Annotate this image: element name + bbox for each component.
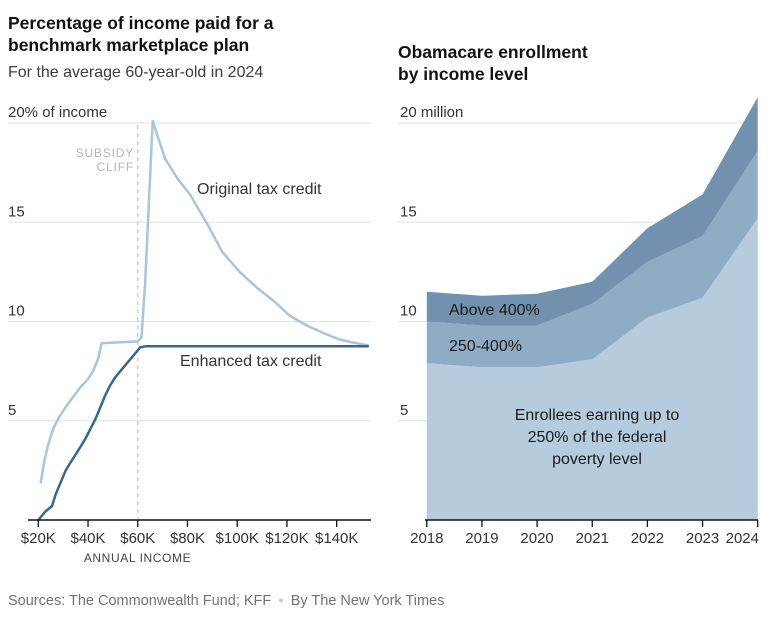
x-tick-label: 2020: [520, 530, 553, 547]
right-chart-title-line1: Obamacare enrollment: [398, 42, 588, 62]
x-axis-title: ANNUAL INCOME: [84, 551, 191, 565]
sources-text: Sources: The Commonwealth Fund; KFF: [8, 593, 272, 609]
x-tick-label: 2018: [410, 530, 443, 547]
annotation-subsidy-cliff: SUBSIDY CLIFF: [76, 146, 134, 174]
left-chart-title-line2: benchmark marketplace plan: [8, 34, 250, 55]
annotation-original-tax-credit: Original tax credit: [197, 181, 322, 198]
y-tick-label: 10: [8, 303, 25, 320]
separator-dot-icon: ●: [278, 595, 284, 605]
series-line-original-tax-credit: [39, 119, 370, 484]
y-tick-label: 15: [400, 203, 417, 220]
x-tick-label: $140K: [315, 530, 358, 547]
annotation-enrollees-up-to-250: Enrollees earning up to 250% of the feder…: [515, 407, 680, 468]
area-above-400: [426, 97, 758, 326]
annotation-above-400: Above 400%: [449, 302, 540, 319]
left-chart-title: Percentage of income paid for a benchmar…: [8, 13, 273, 56]
x-tick-label: $40K: [71, 530, 106, 547]
y-tick-label: 10: [400, 303, 417, 320]
annotation-enhanced-tax-credit: Enhanced tax credit: [180, 353, 322, 370]
y-tick-label: 20 million: [400, 104, 463, 121]
y-tick-label: 15: [8, 203, 25, 220]
x-tick-label: $20K: [21, 530, 56, 547]
x-tick-label: 2022: [631, 530, 664, 547]
right-chart-title: Obamacare enrollment by income level: [398, 42, 588, 85]
x-tick-label: 2021: [576, 530, 609, 547]
annotation-250-400: 250-400%: [449, 338, 522, 355]
x-tick-label: $100K: [216, 530, 259, 547]
x-tick-label: 2023: [686, 530, 719, 547]
series-line-enhanced-tax-credit: [37, 345, 370, 522]
footer: Sources: The Commonwealth Fund; KFF ● By T…: [8, 593, 444, 609]
area-enrollees-earning-up-to-250-of-the-federal-poverty-level: [426, 218, 758, 521]
y-tick-label: 5: [400, 402, 408, 419]
area-250-400: [426, 150, 758, 368]
byline-text: By The New York Times: [290, 593, 445, 609]
left-chart-title-line1: Percentage of income paid for a: [8, 13, 274, 33]
x-tick-label: 2024: [726, 530, 759, 547]
left-chart-subtitle: For the average 60-year-old in 2024: [8, 64, 264, 81]
y-tick-label: 20% of income: [8, 104, 107, 121]
y-tick-label: 5: [8, 402, 16, 419]
left-chart-svg: 20% of income 15 10 5 $20K $40K $60K $80K $100K $…: [8, 104, 371, 565]
right-chart-svg: 20 million 15 10 5 2018 2019 2020 2021 2022 2023 2…: [398, 97, 759, 547]
x-tick-label: 2019: [465, 530, 498, 547]
x-tick-label: $60K: [120, 530, 155, 547]
x-tick-label: $120K: [265, 530, 308, 547]
x-tick-label: $80K: [170, 530, 205, 547]
right-chart-title-line2: by income level: [398, 63, 529, 84]
